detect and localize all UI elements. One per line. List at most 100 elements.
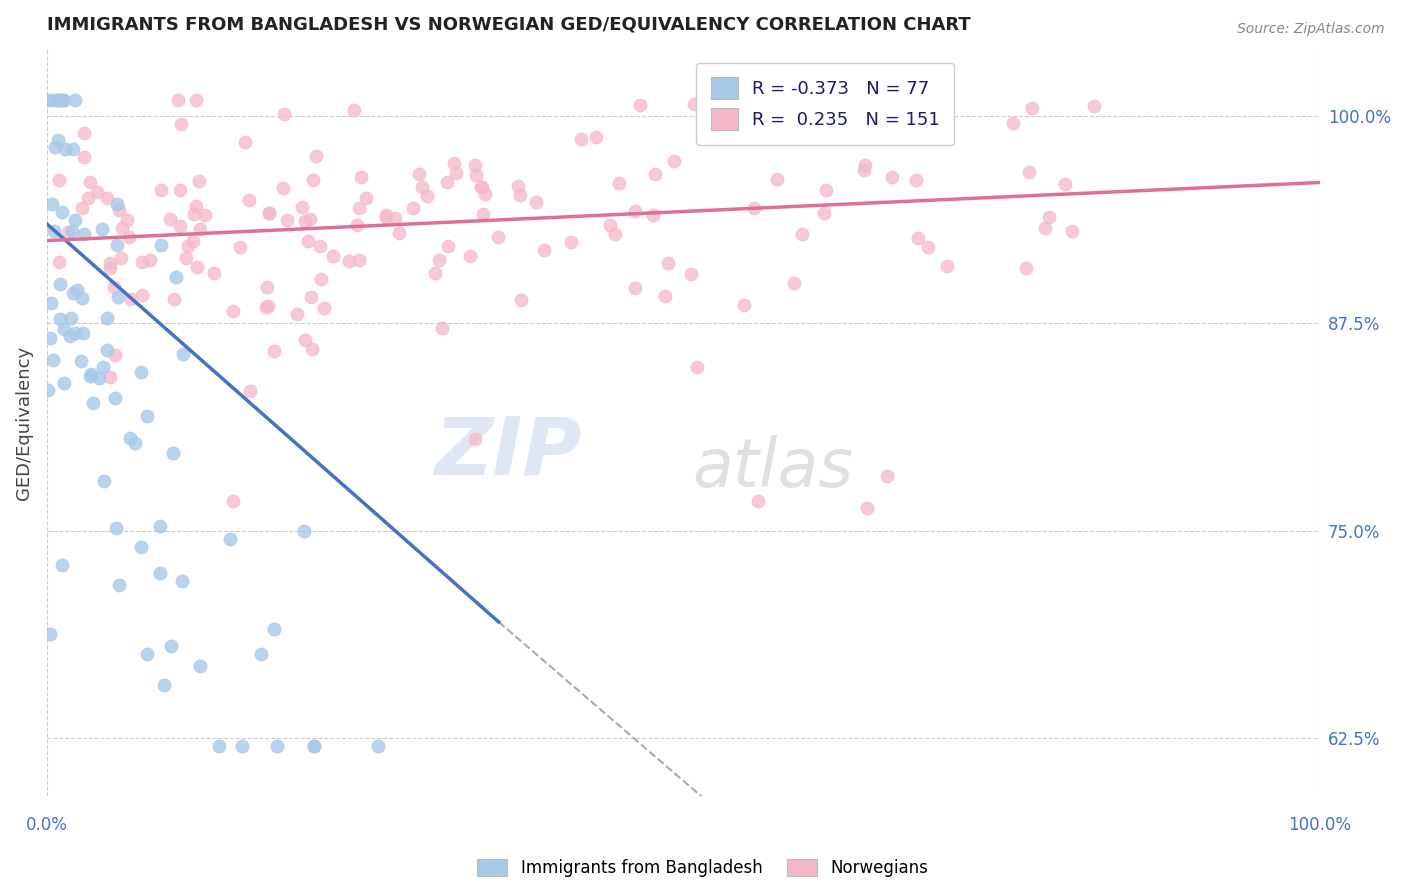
Point bbox=[222, 304, 245, 318]
Point bbox=[51, 93, 73, 107]
Point bbox=[783, 276, 806, 290]
Point bbox=[416, 189, 439, 203]
Point bbox=[231, 739, 253, 754]
Point bbox=[188, 221, 211, 235]
Point bbox=[37, 384, 59, 398]
Point bbox=[170, 574, 193, 589]
Point bbox=[346, 218, 368, 232]
Point bbox=[63, 326, 86, 340]
Point bbox=[115, 213, 138, 227]
Point bbox=[472, 207, 495, 221]
Point bbox=[276, 213, 298, 227]
Point bbox=[917, 240, 939, 254]
Point bbox=[222, 493, 245, 508]
Point bbox=[186, 260, 208, 274]
Point bbox=[932, 93, 955, 107]
Point bbox=[509, 188, 531, 202]
Point bbox=[129, 365, 152, 379]
Point bbox=[387, 226, 409, 240]
Point bbox=[104, 391, 127, 405]
Point bbox=[271, 181, 294, 195]
Point bbox=[1083, 99, 1105, 113]
Point bbox=[299, 290, 322, 304]
Point bbox=[533, 243, 555, 257]
Point bbox=[285, 307, 308, 321]
Point bbox=[681, 267, 703, 281]
Text: IMMIGRANTS FROM BANGLADESH VS NORWEGIAN GED/EQUIVALENCY CORRELATION CHART: IMMIGRANTS FROM BANGLADESH VS NORWEGIAN … bbox=[46, 15, 970, 33]
Point bbox=[263, 343, 285, 358]
Point bbox=[257, 205, 280, 219]
Point bbox=[52, 93, 75, 107]
Point bbox=[474, 187, 496, 202]
Point bbox=[159, 639, 181, 653]
Point bbox=[103, 279, 125, 293]
Point bbox=[855, 158, 877, 172]
Point bbox=[162, 292, 184, 306]
Point bbox=[153, 678, 176, 692]
Point bbox=[166, 93, 188, 107]
Point bbox=[524, 194, 547, 209]
Point bbox=[181, 234, 204, 248]
Point bbox=[430, 321, 453, 335]
Point bbox=[51, 558, 73, 572]
Point bbox=[135, 409, 157, 423]
Point bbox=[686, 360, 709, 375]
Point bbox=[73, 227, 96, 242]
Point bbox=[486, 230, 509, 244]
Point bbox=[129, 540, 152, 554]
Point bbox=[254, 300, 277, 314]
Point bbox=[72, 326, 94, 341]
Point bbox=[174, 252, 197, 266]
Point bbox=[266, 739, 288, 754]
Point bbox=[165, 269, 187, 284]
Point bbox=[118, 230, 141, 244]
Point bbox=[792, 227, 814, 241]
Point bbox=[408, 167, 430, 181]
Point bbox=[856, 501, 879, 516]
Point bbox=[56, 225, 79, 239]
Point bbox=[599, 218, 621, 232]
Point bbox=[1060, 224, 1083, 238]
Point bbox=[427, 253, 450, 268]
Point bbox=[347, 253, 370, 268]
Point bbox=[124, 435, 146, 450]
Point bbox=[471, 180, 494, 194]
Point bbox=[149, 566, 172, 580]
Point bbox=[62, 142, 84, 156]
Point bbox=[177, 239, 200, 253]
Point bbox=[312, 301, 335, 316]
Point bbox=[162, 445, 184, 459]
Point bbox=[91, 222, 114, 236]
Point bbox=[585, 130, 607, 145]
Point bbox=[96, 191, 118, 205]
Point bbox=[309, 271, 332, 285]
Point bbox=[301, 342, 323, 356]
Point bbox=[402, 201, 425, 215]
Point bbox=[48, 255, 70, 269]
Point bbox=[80, 367, 103, 381]
Point bbox=[1054, 177, 1077, 191]
Point bbox=[443, 155, 465, 169]
Point bbox=[273, 106, 295, 120]
Point bbox=[609, 176, 631, 190]
Point bbox=[350, 169, 373, 184]
Point bbox=[73, 126, 96, 140]
Point bbox=[65, 213, 87, 227]
Point bbox=[508, 178, 530, 193]
Point bbox=[70, 291, 93, 305]
Legend: R = -0.373   N = 77, R =  0.235   N = 151: R = -0.373 N = 77, R = 0.235 N = 151 bbox=[696, 62, 955, 145]
Point bbox=[52, 376, 75, 391]
Point bbox=[375, 211, 398, 225]
Point bbox=[304, 739, 326, 754]
Point bbox=[464, 158, 486, 172]
Point bbox=[77, 191, 100, 205]
Point bbox=[641, 208, 664, 222]
Point bbox=[100, 260, 122, 275]
Point bbox=[96, 311, 118, 326]
Point bbox=[766, 172, 789, 186]
Point bbox=[108, 578, 131, 592]
Point bbox=[238, 384, 260, 398]
Point bbox=[41, 197, 63, 211]
Point bbox=[131, 288, 153, 302]
Point bbox=[297, 234, 319, 248]
